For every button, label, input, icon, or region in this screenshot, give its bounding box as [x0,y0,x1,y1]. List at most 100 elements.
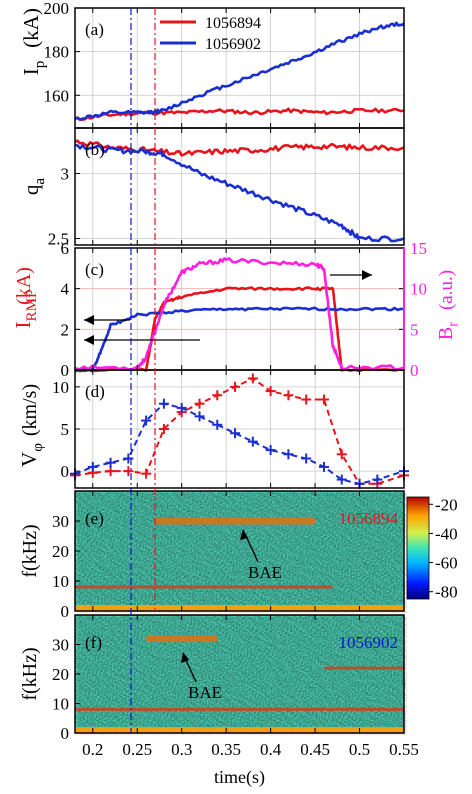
series-line-I_RMP-1056902 [74,306,405,373]
series-1056902-point [123,453,134,464]
series-1056902-point [176,402,187,413]
panel-label: (b) [85,140,105,159]
spectrogram-noise [78,493,407,613]
y-axis-label: Vφ [17,443,46,467]
panel-label: (a) [85,20,104,39]
series-1056894-point [336,449,347,460]
series-1056902-point [301,453,312,464]
y-axis-label: f(kHz) [19,647,41,700]
series-1056894-point [105,466,116,477]
annotation-label: BAE [188,683,222,702]
spectrogram-feature-BAE [146,635,218,643]
y-tick-label: 5 [61,420,70,439]
y-tick-label: 0 [61,602,70,621]
series-1056902-point [141,415,152,426]
spectrogram-low-band [75,727,404,733]
series-1056902-point [158,398,169,409]
series-1056902-point [194,411,205,422]
y-tick-label: 20 [52,665,69,684]
right-y-tick-label: 5 [410,320,419,339]
annotation-arrow-head [181,652,189,663]
y-tick-label: 10 [52,695,69,714]
y-axis-label: Ip [19,61,48,76]
shot-label: 1056902 [339,633,399,652]
series-1056902-point [283,449,294,460]
annotation-arrow [185,659,197,683]
x-tick-label: 0.55 [389,740,419,759]
spectrogram-noise [78,617,407,735]
x-tick-label: 0.25 [122,740,152,759]
panel-frame [74,369,405,489]
x-tick-label: 0.45 [300,740,330,759]
y-axis-label: IRMP [11,290,40,329]
series-1056894-point [212,390,223,401]
y-tick-label: 0 [61,462,70,481]
right-y-tick-label: 0 [410,361,419,380]
spectrogram-feature-high-frequency-mode [323,666,404,670]
spectrogram-feature-low-frequency-line [75,585,333,589]
panel-frame [74,614,405,734]
y-tick-label: 2.5 [48,230,69,249]
colorbar [406,496,430,600]
right-y-tick-label: 15 [410,239,427,258]
series-line-B_r [74,257,405,371]
series-1056902-point [318,461,329,472]
panel-label: (d) [85,382,105,401]
right-y-tick-label: 10 [410,280,427,299]
series-1056894-point [283,390,294,401]
right-y-axis-unit: (a.u.) [436,270,457,310]
y-tick-label: 6 [61,239,70,258]
panel-frame [74,490,405,612]
annotation-arrow-head [240,529,248,540]
series-1056902-point [212,419,223,430]
y-axis-unit: (kA) [19,8,43,48]
series-line-1056894 [74,107,405,121]
series-1056894-point [158,424,169,434]
series-1056902-point [336,474,347,485]
x-tick-label: 0.5 [349,740,370,759]
series-1056894-point [247,373,258,384]
y-tick-label: 10 [52,572,69,591]
x-tick-label: 0.2 [82,740,103,759]
legend-label: 1056902 [205,36,261,53]
colorbar-tick-label: -20 [435,495,458,514]
series-1056894-point [230,381,241,392]
colorbar-tick-label: -60 [435,554,458,573]
arrow-to-left-axis-head [84,335,94,345]
y-axis-unit: (kA) [13,267,35,305]
series-1056902-point [87,461,98,472]
x-tick-label: 0.4 [260,740,282,759]
series-1056902-point [265,445,276,456]
y-tick-label: 3 [61,165,70,184]
series-1056894-point [301,394,312,405]
y-tick-label: 30 [52,636,69,655]
series-1056894-point [265,386,276,397]
series-1056902-point [105,457,116,468]
y-tick-label: 30 [52,512,69,531]
spectrogram-feature-low-frequency-line [75,707,404,711]
y-tick-label: 10 [52,378,69,397]
annotation-arrow [245,535,259,563]
series-1056902-point [247,436,258,447]
legend-label: 1056894 [205,15,261,32]
y-tick-label: 0 [61,361,70,380]
y-tick-label: 2 [61,320,70,339]
series-line-1056902 [74,21,405,122]
x-axis-label: time(s) [214,767,265,788]
y-tick-label: 160 [44,86,70,105]
spectrogram-feature-BAE [155,517,316,525]
colorbar-tick-label: -40 [435,524,458,543]
overlay-layer [130,8,156,733]
spectrogram-1056902 [75,615,407,735]
panel-frame [74,127,405,246]
colorbar-tick-label: -80 [435,583,458,602]
series-line-1056902 [74,143,405,243]
arrow-to-right-axis-head [362,270,372,280]
y-axis-label: qa [19,178,48,196]
series-1056902-point [230,428,241,439]
spectrogram-1056894 [75,491,407,613]
y-tick-label: 180 [44,43,70,62]
annotation-label: BAE [248,563,282,582]
